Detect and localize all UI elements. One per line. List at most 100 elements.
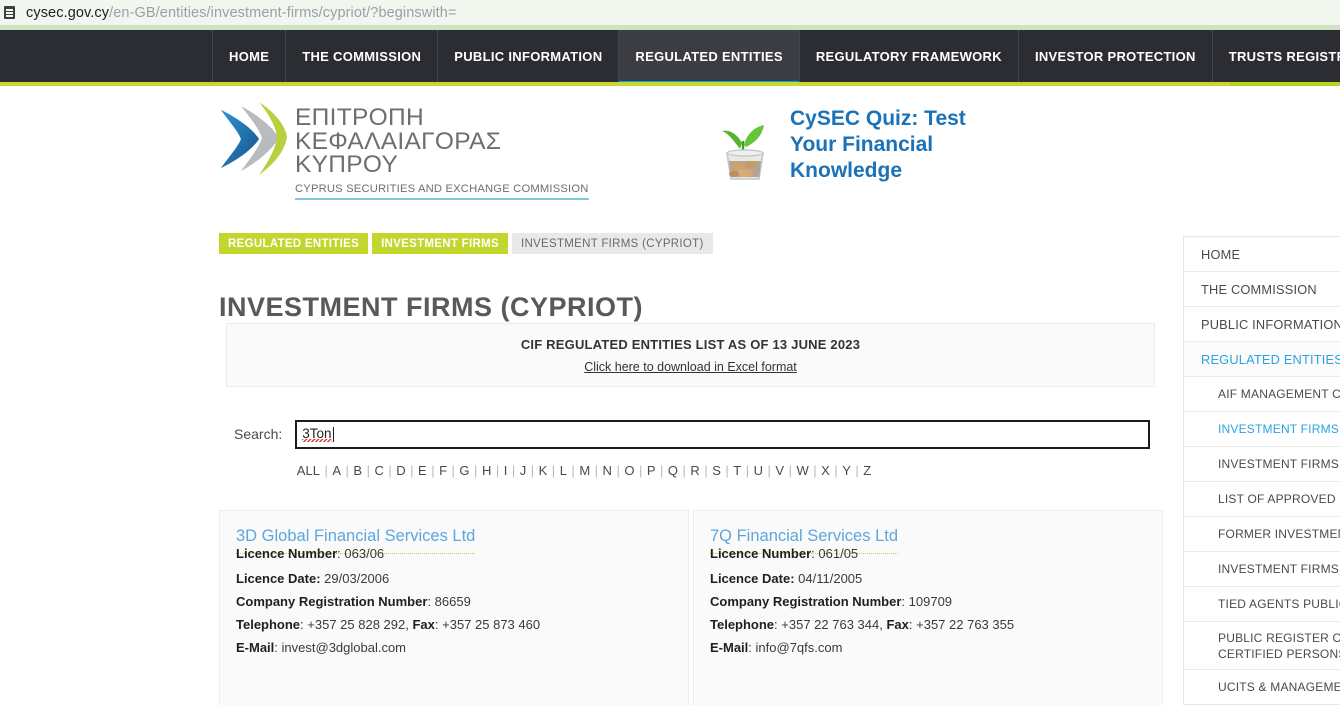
alpha-sep: | bbox=[388, 463, 392, 478]
field-label: Licence Date: bbox=[236, 571, 321, 586]
coin-jar-plant-icon bbox=[722, 125, 764, 180]
search-filter-row: Search: 3Ton bbox=[226, 408, 1155, 460]
field-label: Telephone bbox=[710, 617, 775, 632]
alpha-link-e[interactable]: E bbox=[418, 463, 427, 478]
logo-subtitle: CYPRUS SECURITIES AND EXCHANGE COMMISSIO… bbox=[295, 183, 589, 200]
nav-accent-line bbox=[0, 82, 1340, 86]
alpha-link-a[interactable]: A bbox=[332, 463, 341, 478]
alpha-sep: | bbox=[682, 463, 686, 478]
firm-phone-fax-row: Telephone: +357 22 763 344, Fax: +357 22… bbox=[710, 617, 1146, 632]
alpha-sep: | bbox=[855, 463, 859, 478]
cysec-quiz-banner[interactable]: CySEC Quiz: Test Your Financial Knowledg… bbox=[716, 106, 966, 184]
alpha-link-m[interactable]: M bbox=[579, 463, 591, 478]
alpha-link-f[interactable]: F bbox=[439, 463, 448, 478]
sidebar-item-ucits-management-companies[interactable]: UCITS & MANAGEMENT COMPANIES bbox=[1184, 670, 1340, 704]
sidebar-item-public-register-of-certified-persons[interactable]: PUBLIC REGISTER OF CERTIFIED PERSONS bbox=[1184, 622, 1340, 670]
nav-label: HOME bbox=[229, 48, 270, 64]
alpha-link-j[interactable]: J bbox=[519, 463, 527, 478]
alpha-link-l[interactable]: L bbox=[559, 463, 567, 478]
sidebar-item-list-of-approved-domains[interactable]: LIST OF APPROVED DOMAINS bbox=[1184, 482, 1340, 517]
field-label: E-Mail bbox=[710, 640, 749, 655]
alpha-link-q[interactable]: Q bbox=[667, 463, 679, 478]
alpha-link-y[interactable]: Y bbox=[842, 463, 851, 478]
nav-item-home[interactable]: HOME bbox=[212, 30, 285, 82]
breadcrumb-item-regulated-entities[interactable]: REGULATED ENTITIES bbox=[219, 233, 369, 254]
site-logo[interactable]: ΕΠΙΤΡΟΠΗ ΚΕΦΑΛΑΙΑΓΟΡΑΣ ΚΥΠΡΟΥ CYPRUS SEC… bbox=[219, 100, 589, 200]
firm-email[interactable]: info@7qfs.com bbox=[755, 640, 843, 655]
browser-url-bar[interactable]: cysec.gov.cy/en-GB/entities/investment-f… bbox=[0, 0, 1340, 25]
alpha-sep: | bbox=[495, 463, 500, 478]
alpha-link-z[interactable]: Z bbox=[863, 463, 872, 478]
alpha-link-c[interactable]: C bbox=[374, 463, 384, 478]
firm-name-link[interactable]: 7Q Financial Services Ltd bbox=[710, 527, 899, 554]
alpha-sep: | bbox=[660, 463, 664, 478]
nav-item-trusts-registry[interactable]: TRUSTS REGISTRY bbox=[1211, 30, 1340, 82]
search-filter-input[interactable]: 3Ton bbox=[295, 419, 1151, 449]
alpha-sep: | bbox=[638, 463, 643, 478]
nav-item-regulatory-framework[interactable]: REGULATORY FRAMEWORK bbox=[798, 30, 1018, 82]
nav-label: THE COMMISSION bbox=[302, 48, 422, 64]
alpha-link-r[interactable]: R bbox=[690, 463, 700, 478]
nav-item-regulated-entities[interactable]: REGULATED ENTITIES bbox=[618, 30, 800, 85]
sidebar-item-aif-management-companies[interactable]: AIF MANAGEMENT COMPANIES bbox=[1184, 377, 1340, 412]
nav-label: REGULATORY FRAMEWORK bbox=[815, 48, 1002, 64]
main-content: REGULATED ENTITIES INVESTMENT FIRMS INVE… bbox=[0, 218, 1340, 705]
sidebar-item-public-information[interactable]: PUBLIC INFORMATION bbox=[1184, 307, 1340, 342]
firm-name-link[interactable]: 3D Global Financial Services Ltd bbox=[236, 527, 476, 554]
nav-item-the-commission[interactable]: THE COMMISSION bbox=[285, 30, 437, 82]
alpha-link-i[interactable]: I bbox=[503, 463, 508, 478]
colon: : bbox=[748, 640, 756, 655]
infobox-title: CIF REGULATED ENTITIES LIST AS OF 13 JUN… bbox=[520, 336, 861, 352]
alpha-link-g[interactable]: G bbox=[459, 463, 470, 478]
nav-label: PUBLIC INFORMATION bbox=[454, 48, 603, 64]
alpha-link-s[interactable]: S bbox=[712, 463, 721, 478]
sidebar-item-tied-agents-public-register[interactable]: TIED AGENTS PUBLIC REGISTER bbox=[1184, 587, 1340, 622]
sidebar-item-the-commission[interactable]: THE COMMISSION bbox=[1184, 272, 1340, 307]
alpha-link-k[interactable]: K bbox=[538, 463, 548, 478]
sidebar-item-investment-firms[interactable]: INVESTMENT FIRMS bbox=[1184, 412, 1340, 447]
alpha-sep: | bbox=[410, 463, 414, 478]
alpha-sep: | bbox=[530, 463, 535, 478]
firm-email[interactable]: invest@3dglobal.com bbox=[281, 640, 407, 655]
colon: : bbox=[427, 594, 435, 609]
alpha-sep: | bbox=[431, 463, 435, 478]
firm-company-registration-number: 86659 bbox=[434, 594, 471, 609]
comma: , bbox=[879, 617, 887, 632]
firm-licence-date: 04/11/2005 bbox=[798, 571, 863, 586]
alpha-sep: | bbox=[745, 463, 750, 478]
firm-telephone: +357 25 828 292 bbox=[307, 617, 406, 632]
alpha-link-t[interactable]: T bbox=[733, 463, 742, 478]
alpha-link-all[interactable]: ALL bbox=[296, 463, 320, 478]
page-info-icon[interactable] bbox=[4, 6, 15, 19]
colon: : bbox=[908, 617, 917, 632]
sidebar-item-former-investment-firms[interactable]: FORMER INVESTMENT FIRMS bbox=[1184, 517, 1340, 552]
alpha-link-u[interactable]: U bbox=[753, 463, 763, 478]
alpha-sep: | bbox=[366, 463, 370, 478]
sidebar-item-home[interactable]: HOME bbox=[1184, 237, 1340, 272]
nav-item-public-information[interactable]: PUBLIC INFORMATION bbox=[437, 30, 618, 82]
firm-licence-number: 063/06 bbox=[344, 546, 385, 561]
alpha-link-w[interactable]: W bbox=[796, 463, 809, 478]
site-header: ΕΠΙΤΡΟΠΗ ΚΕΦΑΛΑΙΑΓΟΡΑΣ ΚΥΠΡΟΥ CYPRUS SEC… bbox=[0, 86, 1340, 262]
nav-item-investor-protection[interactable]: INVESTOR PROTECTION bbox=[1017, 30, 1212, 82]
alpha-link-d[interactable]: D bbox=[396, 463, 406, 478]
firm-licence-number-row: Licence Number: 063/06 bbox=[236, 546, 672, 561]
logo-text-block: ΕΠΙΤΡΟΠΗ ΚΕΦΑΛΑΙΑΓΟΡΑΣ ΚΥΠΡΟΥ CYPRUS SEC… bbox=[295, 106, 589, 200]
sidebar-item-investment-firms-cypriot[interactable]: INVESTMENT FIRMS (CYPRIOT) bbox=[1184, 447, 1340, 482]
alpha-link-b[interactable]: B bbox=[353, 463, 363, 478]
sidebar-item-label: LIST OF APPROVED DOMAINS bbox=[1218, 492, 1340, 506]
alpha-link-x[interactable]: X bbox=[821, 463, 830, 478]
comma: , bbox=[405, 617, 413, 632]
breadcrumb-item-investment-firms[interactable]: INVESTMENT FIRMS bbox=[372, 233, 508, 254]
alpha-sep: | bbox=[571, 463, 575, 478]
sidebar-item-investment-firms-member-states[interactable]: INVESTMENT FIRMS (MEMBER STATES) bbox=[1184, 552, 1340, 587]
cysec-chevron-logo bbox=[221, 102, 287, 175]
alpha-link-h[interactable]: H bbox=[481, 463, 492, 478]
alpha-link-p[interactable]: P bbox=[646, 463, 656, 478]
download-excel-link[interactable]: Click here to download in Excel format bbox=[584, 359, 797, 374]
alpha-link-o[interactable]: O bbox=[624, 463, 635, 478]
alpha-link-v[interactable]: V bbox=[775, 463, 785, 478]
alpha-link-n[interactable]: N bbox=[602, 463, 612, 478]
sidebar-item-regulated-entities[interactable]: REGULATED ENTITIES bbox=[1184, 342, 1340, 377]
breadcrumb-label: INVESTMENT FIRMS (CYPRIOT) bbox=[520, 237, 704, 250]
